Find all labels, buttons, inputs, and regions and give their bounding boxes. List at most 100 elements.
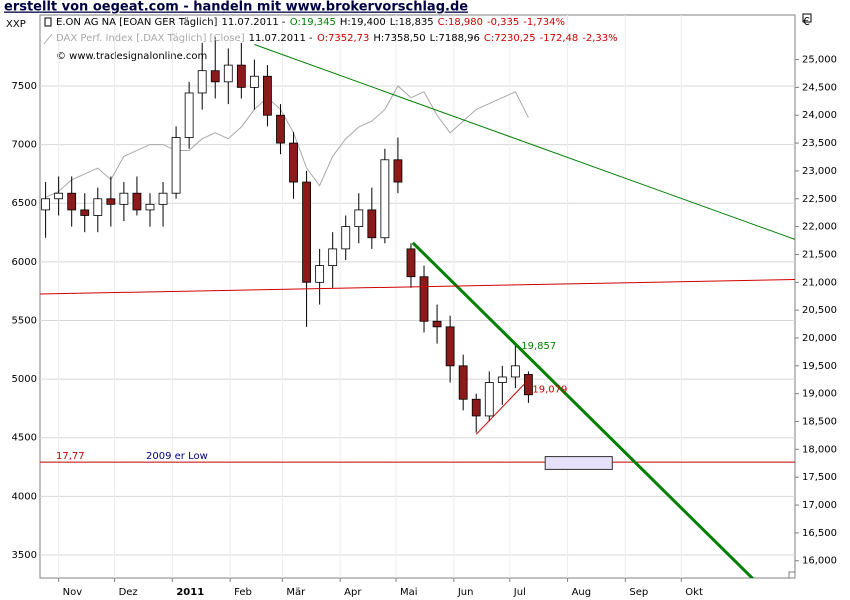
y2-tick-label: 21,000 [802, 277, 837, 288]
y-tick-label: 4500 [12, 433, 37, 444]
candle-body [289, 142, 298, 183]
candle-body [145, 203, 155, 211]
y-tick-label: 6000 [12, 257, 37, 268]
y-tick-label: 6500 [12, 198, 37, 209]
y2-tick-label: 19,000 [802, 389, 837, 400]
candle-body [458, 365, 468, 400]
candle-body [524, 374, 533, 396]
y-tick-label: 7500 [12, 81, 37, 92]
legend-quote: C:18,980 [438, 17, 483, 28]
y2-tick-label: 19,500 [802, 361, 837, 372]
axis-icon [802, 13, 812, 23]
candle-body [484, 382, 494, 417]
trendline [411, 241, 755, 578]
candle-body [171, 137, 181, 194]
y2-tick-label: 22,000 [802, 222, 837, 233]
plot-area [39, 14, 796, 579]
support-note: 2009 er Low [146, 451, 208, 462]
legend-icon [43, 33, 53, 45]
x-tick-label: Mär [286, 587, 306, 598]
y2-tick-label: 18,000 [802, 444, 837, 455]
candle-body [184, 92, 194, 138]
candle-body [367, 209, 377, 239]
y2-tick-label: 17,000 [802, 500, 837, 511]
x-tick-label: Aug [572, 587, 592, 598]
legend-quote: C:7230,25 [484, 33, 536, 44]
candle-body [406, 248, 416, 278]
legend-quote: -172,48 [540, 33, 579, 44]
candle-body [80, 209, 90, 216]
candle-body [41, 198, 50, 211]
candle-body [93, 198, 103, 216]
legend-quote: O:7352,73 [317, 33, 369, 44]
price-label: 19,079 [532, 384, 567, 395]
x-tick-label: Nov [63, 587, 83, 598]
y2-tick-label: 24,000 [802, 110, 837, 121]
y2-tick-label: 20,000 [802, 333, 837, 344]
dax-line [45, 85, 529, 198]
candle-body [119, 192, 129, 205]
y2-tick-label: 25,000 [802, 55, 837, 66]
y2-tick-label: 16,500 [802, 528, 837, 539]
x-tick-label: Okt [685, 587, 703, 598]
candle-body [471, 398, 481, 417]
y2-tick-label: 22,500 [802, 194, 837, 205]
legend-name: E.ON AG NA [EOAN GER Täglich] [56, 17, 218, 28]
support-label: 17,77 [56, 451, 85, 462]
candle-body [276, 114, 285, 144]
y-tick-label: 5500 [12, 315, 37, 326]
legend-icon [44, 17, 52, 27]
candle-body [445, 326, 455, 367]
candle-body [341, 226, 351, 250]
x-tick-label: Mai [400, 587, 418, 598]
x-tick-label: Jun [457, 587, 474, 598]
legend-quote: L:18,835 [390, 17, 434, 28]
trendline [475, 379, 529, 435]
candle-body [510, 365, 520, 378]
x-tick-label: Jul [513, 587, 526, 598]
y2-tick-label: 16,000 [802, 556, 837, 567]
plot-layer [40, 15, 795, 578]
x-tick-label: 2011 [176, 587, 204, 598]
candle-body [67, 192, 77, 211]
legend-quote: H:7358,50 [373, 33, 425, 44]
legend-entry: E.ON AG NA [EOAN GER Täglich] 11.07.2011 … [56, 17, 565, 28]
price-label: 19,857 [521, 341, 556, 352]
legend-quote: L:7188,96 [430, 33, 480, 44]
candle-body [197, 70, 207, 94]
legend-name: DAX Perf. Index [.DAX Täglich] [Close] [56, 33, 245, 44]
y2-tick-label: 23,500 [802, 138, 837, 149]
candle-body [54, 192, 64, 200]
candle-body [497, 376, 507, 383]
y-axis-label: XXP [6, 19, 26, 30]
candle-body [328, 248, 338, 266]
trendline [40, 279, 795, 295]
candle-body [263, 75, 272, 116]
candle-body [132, 192, 142, 211]
candle-body [236, 64, 246, 88]
y2-tick-label: 20,500 [802, 305, 837, 316]
x-tick-label: Feb [234, 587, 252, 598]
candle-body [419, 276, 429, 322]
candle-body [302, 181, 311, 283]
legend-quote: 11.07.2011 - [221, 17, 285, 28]
candle-body [223, 64, 233, 83]
x-tick-label: Sep [629, 587, 648, 598]
y-tick-label: 5000 [12, 374, 37, 385]
candle-body [210, 70, 220, 83]
legend-quote: -1,734% [523, 17, 565, 28]
y-tick-label: 7000 [12, 140, 37, 151]
candle-body [158, 192, 168, 205]
trendline [254, 44, 795, 240]
y2-tick-label: 23,000 [802, 166, 837, 177]
chart-title: erstellt von oegeat.com - handeln mit ww… [4, 0, 468, 15]
candle-body [106, 198, 116, 205]
legend-entry: DAX Perf. Index [.DAX Täglich] [Close] 11… [56, 33, 618, 44]
candle-body [354, 209, 364, 228]
y2-tick-label: 17,500 [802, 472, 837, 483]
candle-body [393, 159, 403, 183]
legend-quote: -2,33% [582, 33, 617, 44]
x-tick-label: Apr [344, 587, 362, 598]
corner-icon [788, 571, 796, 579]
